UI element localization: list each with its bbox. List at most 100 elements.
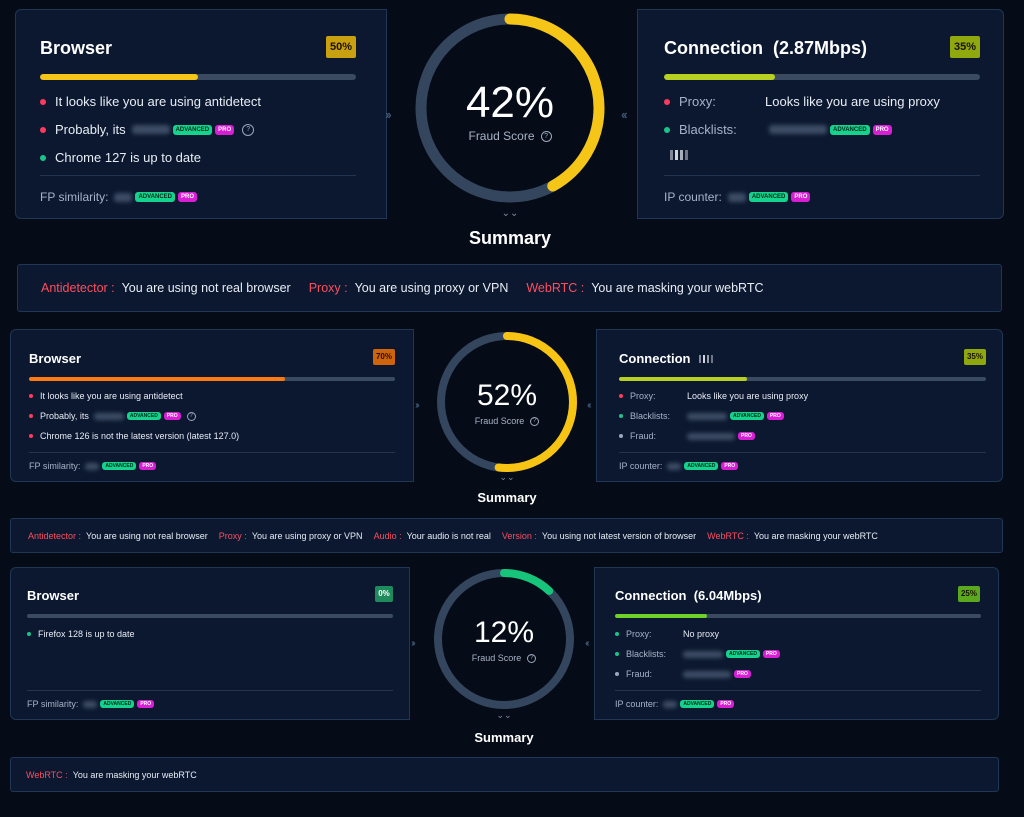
info-icon[interactable]: ? <box>242 123 255 136</box>
hidden-value <box>93 412 124 420</box>
proxy-row: Proxy: Looks like you are using proxy <box>664 94 940 109</box>
pro-tag[interactable]: PRO <box>762 650 780 658</box>
browser-line-text: It looks like you are using antidetect <box>40 391 183 401</box>
connection-title: Connection <box>619 351 713 366</box>
advanced-tag[interactable]: ADVANCED <box>100 700 135 708</box>
status-dot <box>619 394 623 398</box>
divider <box>27 690 393 691</box>
pro-tag[interactable]: PRO <box>872 124 892 135</box>
advanced-tag[interactable]: ADVANCED <box>102 462 137 470</box>
chevron-down-icon[interactable]: ⌄⌄ <box>496 710 512 720</box>
info-icon[interactable]: ? <box>540 130 552 142</box>
connection-score-bar <box>664 74 980 80</box>
advanced-tag[interactable]: ADVANCED <box>748 192 789 202</box>
ip-counter: IP counter: ADVANCED PRO <box>615 699 735 709</box>
advanced-tag[interactable]: ADVANCED <box>730 412 764 420</box>
pro-tag[interactable]: PRO <box>137 700 155 708</box>
pro-tag[interactable]: PRO <box>766 412 784 420</box>
blacklists-label: Blacklists: <box>626 649 667 659</box>
divider <box>664 175 980 176</box>
browser-line-text: Probably, its <box>40 411 89 421</box>
info-icon[interactable]: ? <box>527 653 537 663</box>
report-section-1: Browser 50% It looks like you are using … <box>0 0 1024 320</box>
summary-value: You are masking your webRTC <box>72 769 197 780</box>
fraud-score-value: 12% <box>473 616 535 649</box>
summary-value: You are using proxy or VPN <box>251 530 363 541</box>
status-dot <box>40 126 46 133</box>
status-dot <box>29 394 33 398</box>
advanced-tag[interactable]: ADVANCED <box>684 462 719 470</box>
browser-line-version: Chrome 126 is not the latest version (la… <box>29 431 239 441</box>
summary-value: You using not latest version of browser <box>541 530 697 541</box>
pro-tag[interactable]: PRO <box>721 462 739 470</box>
fp-similarity-label: FP similarity: <box>29 461 81 471</box>
fraud-label: Fraud: <box>626 669 653 679</box>
chevron-down-icon[interactable]: ⌄⌄ <box>501 208 519 219</box>
advanced-tag[interactable]: ADVANCED <box>135 192 176 202</box>
browser-score-bar <box>27 614 393 618</box>
browser-title: Browser <box>27 588 80 603</box>
browser-line-version: Firefox 128 is up to date <box>27 629 135 639</box>
browser-title: Browser <box>40 38 113 58</box>
hidden-value <box>769 125 827 134</box>
summary-key: Audio : <box>373 530 402 541</box>
report-section-3: Browser 0% Firefox 128 is up to date FP … <box>0 560 1024 817</box>
advanced-tag[interactable]: ADVANCED <box>126 412 161 420</box>
summary-title: Summary <box>477 490 537 505</box>
proxy-label: Proxy: <box>630 391 656 401</box>
pro-tag[interactable]: PRO <box>178 192 198 202</box>
fp-similarity-label: FP similarity: <box>27 699 79 709</box>
pro-tag[interactable]: PRO <box>163 412 181 420</box>
summary-value: Your audio is not real <box>406 530 491 541</box>
pro-tag[interactable]: PRO <box>734 670 751 678</box>
summary-box: Antidetector : You are using not real br… <box>17 264 1002 312</box>
hidden-value <box>663 700 678 708</box>
browser-title: Browser <box>29 351 82 366</box>
summary-title: Summary <box>474 730 534 745</box>
fraud-score-label: Fraud Score? <box>432 416 582 426</box>
summary-key: Proxy : <box>218 530 247 541</box>
chevrons-right-icon: ›› <box>415 400 419 411</box>
fraud-score-ring <box>437 332 577 472</box>
connection-score-bar-fill <box>619 377 748 381</box>
summary-item: WebRTC : You are masking your webRTC <box>26 770 197 780</box>
hidden-value <box>85 462 100 470</box>
summary-item: Antidetector : You are using not real br… <box>41 281 291 295</box>
hidden-value <box>727 192 746 202</box>
advanced-tag[interactable]: ADVANCED <box>830 124 870 135</box>
hidden-value <box>683 650 723 658</box>
info-icon[interactable]: ? <box>186 411 196 421</box>
pro-tag[interactable]: PRO <box>215 124 235 135</box>
fraud-score-label: Fraud Score? <box>410 129 610 143</box>
summary-value: You are masking your webRTC <box>591 281 764 295</box>
browser-line-antidetect: It looks like you are using antidetect <box>29 391 183 401</box>
chevrons-right-icon: ›› <box>411 638 415 649</box>
summary-value: You are using not real browser <box>121 281 291 295</box>
ip-counter-label: IP counter: <box>619 461 663 471</box>
connection-score-bar-fill <box>664 74 775 80</box>
browser-line-probably: Probably, its ADVANCED PRO? <box>40 122 255 137</box>
report-section-2: Browser 70% It looks like you are using … <box>0 320 1024 560</box>
status-dot <box>664 126 670 133</box>
advanced-tag[interactable]: ADVANCED <box>680 700 715 708</box>
summary-value: You are masking your webRTC <box>753 530 878 541</box>
status-dot <box>40 154 46 161</box>
info-icon[interactable]: ? <box>530 416 540 426</box>
speed-indicator-icon <box>697 354 713 363</box>
pro-tag[interactable]: PRO <box>738 432 755 440</box>
connection-panel: Connection 35% Proxy: Looks like you are … <box>596 329 1003 482</box>
connection-score-bar <box>619 377 986 381</box>
connection-title: Connection (6.04Mbps) <box>615 588 762 603</box>
fp-similarity: FP similarity: ADVANCED PRO <box>27 699 155 709</box>
chevron-down-icon[interactable]: ⌄⌄ <box>499 472 515 482</box>
pro-tag[interactable]: PRO <box>717 700 735 708</box>
advanced-tag[interactable]: ADVANCED <box>172 124 213 135</box>
summary-value: You are using proxy or VPN <box>354 281 509 295</box>
hidden-value <box>683 670 731 678</box>
pro-tag[interactable]: PRO <box>791 192 811 202</box>
proxy-label: Proxy: <box>679 94 716 109</box>
advanced-tag[interactable]: ADVANCED <box>726 650 760 658</box>
pro-tag[interactable]: PRO <box>139 462 157 470</box>
proxy-value: Looks like you are using proxy <box>687 391 809 401</box>
browser-line-text: Firefox 128 is up to date <box>38 629 135 639</box>
